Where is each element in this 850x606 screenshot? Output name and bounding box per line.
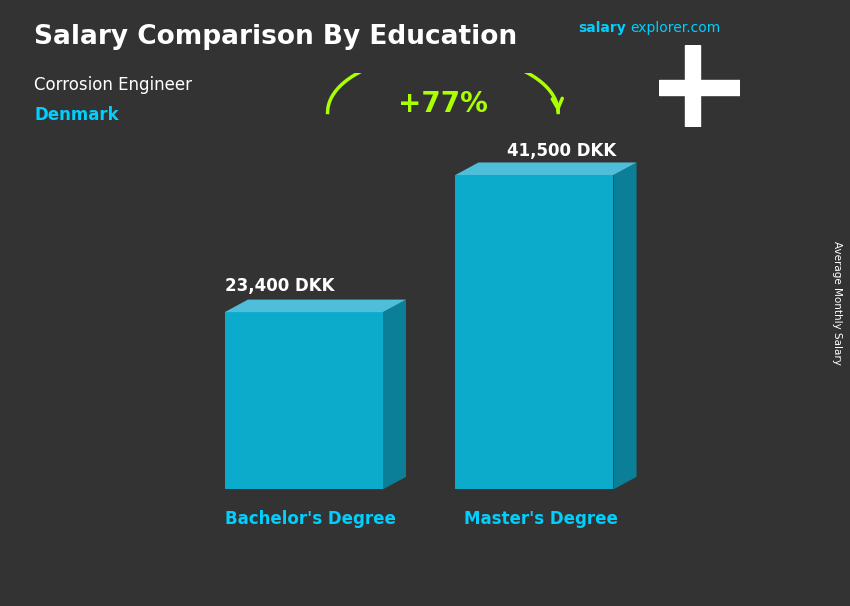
Text: salary: salary [578, 21, 626, 35]
Polygon shape [456, 162, 637, 175]
Text: Master's Degree: Master's Degree [464, 510, 618, 528]
Polygon shape [382, 299, 406, 490]
Text: +77%: +77% [398, 90, 488, 118]
Text: Denmark: Denmark [34, 106, 119, 124]
Polygon shape [224, 299, 406, 312]
Text: Average Monthly Salary: Average Monthly Salary [832, 241, 842, 365]
Text: Salary Comparison By Education: Salary Comparison By Education [34, 24, 517, 50]
Text: explorer.com: explorer.com [631, 21, 721, 35]
Text: 41,500 DKK: 41,500 DKK [507, 142, 616, 161]
Polygon shape [614, 162, 637, 490]
Text: Corrosion Engineer: Corrosion Engineer [34, 76, 192, 94]
Polygon shape [224, 312, 382, 490]
Text: Bachelor's Degree: Bachelor's Degree [225, 510, 396, 528]
Polygon shape [456, 175, 614, 490]
Bar [685, 45, 700, 127]
Bar [659, 80, 740, 95]
Text: 23,400 DKK: 23,400 DKK [225, 278, 335, 295]
